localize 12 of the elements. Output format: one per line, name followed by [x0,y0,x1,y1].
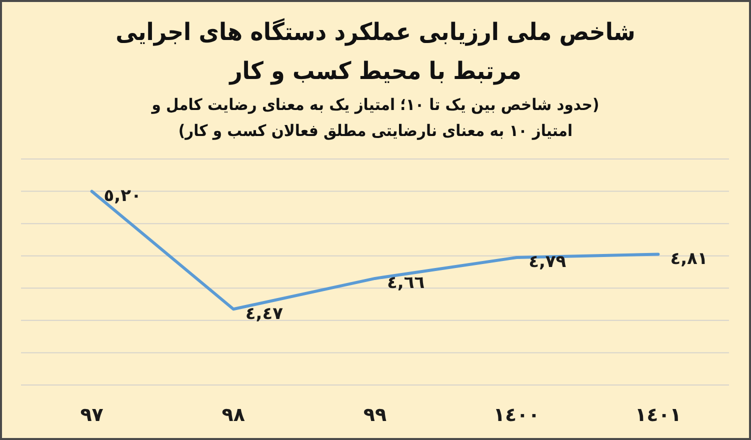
chart-title: شاخص ملی ارزیابی عملکرد دستگاه های اجرایی مرتبط با محیط کسب و کار [116,18,636,86]
data-label: ٤,٦٦ [387,273,425,294]
chart-subtitle: (حدود شاخص بین یک تا ١٠؛ امتیاز یک به معنای رضایت کامل و امتیاز ١٠ به معنای نارضایتی مطلق فعالان کسب و کار) [152,95,600,141]
x-tick-label: ٩٨ [222,404,246,426]
x-tick-label: ٩٧ [80,404,104,426]
data-label: ٥,٢٠ [104,186,142,206]
x-tick-label: ١٤٠٠ [493,404,540,426]
x-tick-label: ٩٩ [363,404,387,426]
data-label: ٤,٧٩ [528,252,567,272]
x-tick-label: ١٤٠١ [635,404,682,426]
data-label: ٤,٤٧ [245,304,284,324]
data-label: ٤,٨١ [670,248,708,269]
